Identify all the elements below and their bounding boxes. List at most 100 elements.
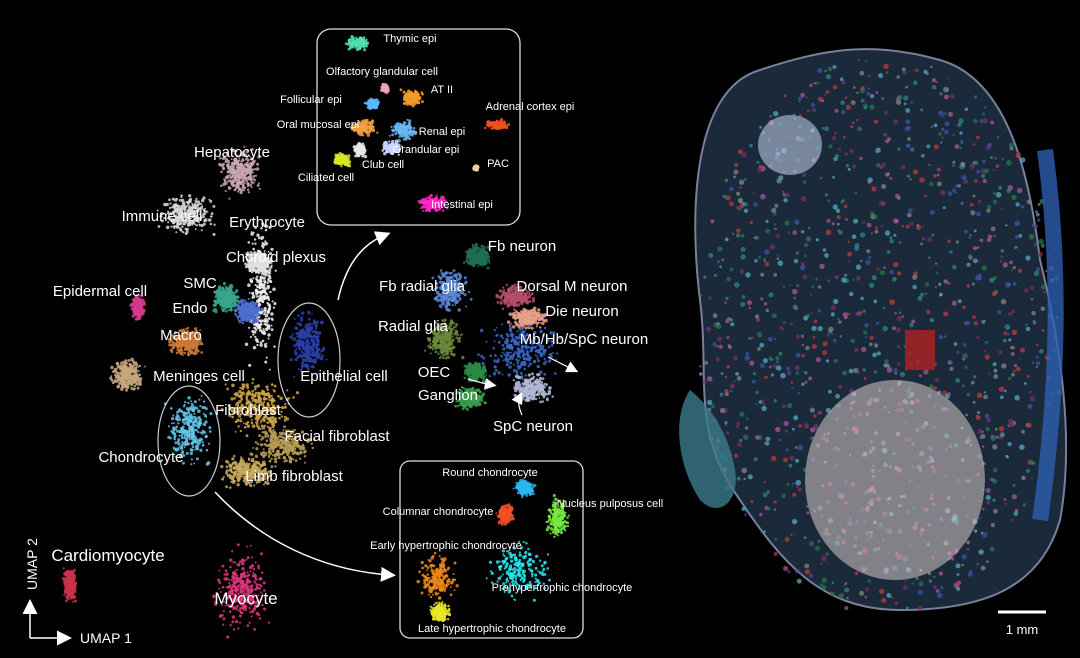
cluster-label: Chondrocyte	[98, 449, 183, 466]
cluster-hepatocyte	[218, 145, 261, 200]
cluster-label: Follicular epi	[280, 94, 342, 106]
cluster-label: Erythrocyte	[229, 214, 305, 231]
cluster-label: PAC	[487, 158, 509, 170]
cluster-label: SpC neuron	[493, 418, 573, 435]
cluster-label: Renal epi	[419, 126, 465, 138]
cluster-olfactory-glandular-cell	[379, 82, 390, 94]
cluster-label: Fb neuron	[488, 238, 556, 255]
cluster-nucleus-pulposus-cell	[545, 493, 571, 538]
tissue-section-image	[679, 48, 1068, 612]
cluster-label: Columnar chondrocyte	[383, 506, 494, 518]
cluster-renal-epi	[388, 118, 418, 143]
cluster-limb-fibroblast	[220, 454, 277, 489]
cluster-label: Cardiomyocyte	[51, 546, 164, 565]
cluster-label: Mb/Hb/SpC neuron	[520, 331, 648, 348]
cluster-label: Club cell	[362, 159, 404, 171]
cluster-label: Immune cell	[122, 208, 203, 225]
cluster-label: Dorsal M neuron	[517, 278, 628, 295]
cluster-label: Limb fibroblast	[245, 468, 343, 485]
cluster-intestinal-epi	[417, 194, 449, 213]
cluster-spc-neuron	[512, 372, 554, 404]
cluster-label: Facial fibroblast	[284, 428, 390, 445]
cluster-ganglion	[454, 386, 487, 411]
cluster-meninges-cell	[109, 357, 146, 392]
cluster-label: Macro	[160, 327, 202, 344]
epithelial-highlight	[277, 302, 341, 418]
epithelial-arrow	[337, 231, 391, 301]
cluster-round-chondrocyte	[512, 478, 537, 499]
cluster-choroid-plexus	[244, 251, 272, 274]
cluster-chondrocyte	[163, 394, 213, 466]
cluster-macro	[167, 326, 204, 357]
cluster-label: Adrenal cortex epi	[486, 101, 575, 113]
cluster-label: AT II	[431, 84, 453, 96]
cluster-immune-cell	[156, 194, 216, 236]
cluster-label: Hepatocyte	[194, 144, 270, 161]
cluster-die-neuron	[506, 306, 548, 330]
cluster-label: Early hypertrophic chondrocyte	[370, 540, 522, 552]
cluster-label: Nucleus pulposus cell	[557, 498, 663, 510]
cluster-fb-neuron	[462, 242, 493, 270]
cluster-label: Choroid plexus	[226, 249, 326, 266]
y-axis-label: UMAP 2	[24, 538, 40, 590]
cluster-columnar-chondrocyte	[495, 503, 515, 526]
cluster-late-hypertrophic-chondrocyte	[429, 601, 452, 622]
umap-neuron-group: Fb neuron Fb radial glia Dorsal M neuron Di…	[378, 238, 648, 435]
cluster-prehypertrophic-chondrocyte	[485, 540, 551, 602]
cluster-label: Myocyte	[214, 589, 277, 608]
cluster-label: Ciliated cell	[298, 172, 354, 184]
chondrocyte-highlight	[157, 385, 221, 497]
cluster-club-cell	[352, 141, 368, 159]
cluster-cardiomyocyte	[61, 567, 78, 603]
cluster-at-ii	[399, 88, 424, 108]
cluster-label: Meninges cell	[153, 368, 245, 385]
cluster-label: Thymic epi	[383, 33, 436, 45]
cluster-label: Fb radial glia	[379, 278, 466, 295]
cluster-grandular-epi	[381, 139, 404, 156]
cluster-smc	[212, 282, 243, 314]
cluster-epidermal-cell	[129, 294, 146, 321]
cluster-label: SMC	[183, 275, 217, 292]
cluster-fb-radial-glia	[430, 269, 473, 312]
cluster-thymic-epi	[344, 35, 369, 52]
cluster-label: Endo	[172, 300, 207, 317]
cluster-endo	[233, 297, 265, 325]
inset-epithelial: Thymic epi Olfactory glandular cell AT II F…	[277, 28, 575, 226]
cluster-label: Epidermal cell	[53, 283, 147, 300]
cluster-label: Die neuron	[545, 303, 618, 320]
cluster-label: Grandular epi	[393, 144, 460, 156]
cluster-pac	[472, 164, 480, 172]
cluster-label: Round chondrocyte	[442, 467, 537, 479]
cluster-fibroblast	[220, 377, 300, 438]
umap-main: Hepatocyte Immune cell Erythrocyte Choroid …	[51, 144, 390, 639]
cluster-label: Prehypertrophic chondrocyte	[492, 582, 633, 594]
cluster-label: Fibroblast	[215, 402, 282, 419]
cluster-label: Olfactory glandular cell	[326, 66, 438, 78]
cluster-epithelial-cell	[289, 310, 328, 379]
cluster-facial-fibroblast	[249, 423, 316, 464]
umap-axes: UMAP 1 UMAP 2	[22, 538, 132, 646]
cluster-label: OEC	[418, 364, 451, 381]
cluster-radial-glia	[424, 318, 465, 360]
cluster-oec	[463, 361, 488, 384]
cluster-myocyte	[212, 543, 271, 639]
cluster-label: Oral mucosal epi	[277, 119, 360, 131]
cluster-erythrocyte	[244, 222, 277, 371]
cluster-label: Intestinal epi	[431, 199, 493, 211]
cluster-early-hypertrophic-chondrocyte	[416, 551, 459, 600]
cluster-label: Late hypertrophic chondrocyte	[418, 623, 566, 635]
cluster-adrenal-cortex-epi	[484, 118, 511, 131]
cluster-dorsal-m-neuron	[495, 283, 536, 312]
inset-chondrocyte: Round chondrocyte Columnar chondrocyte Nuc…	[370, 460, 663, 639]
cluster-ciliated-cell	[333, 152, 352, 168]
cluster-mb-hb-spc-neuron	[477, 322, 562, 383]
cluster-label: Ganglion	[418, 387, 478, 404]
cluster-oral-mucosal-epi	[350, 118, 379, 137]
cluster-follicular-epi	[363, 97, 380, 111]
chondrocyte-arrow	[214, 491, 396, 582]
cluster-label: Radial glia	[378, 318, 449, 335]
x-axis-label: UMAP 1	[80, 630, 132, 646]
cluster-label: Epithelial cell	[300, 368, 388, 385]
